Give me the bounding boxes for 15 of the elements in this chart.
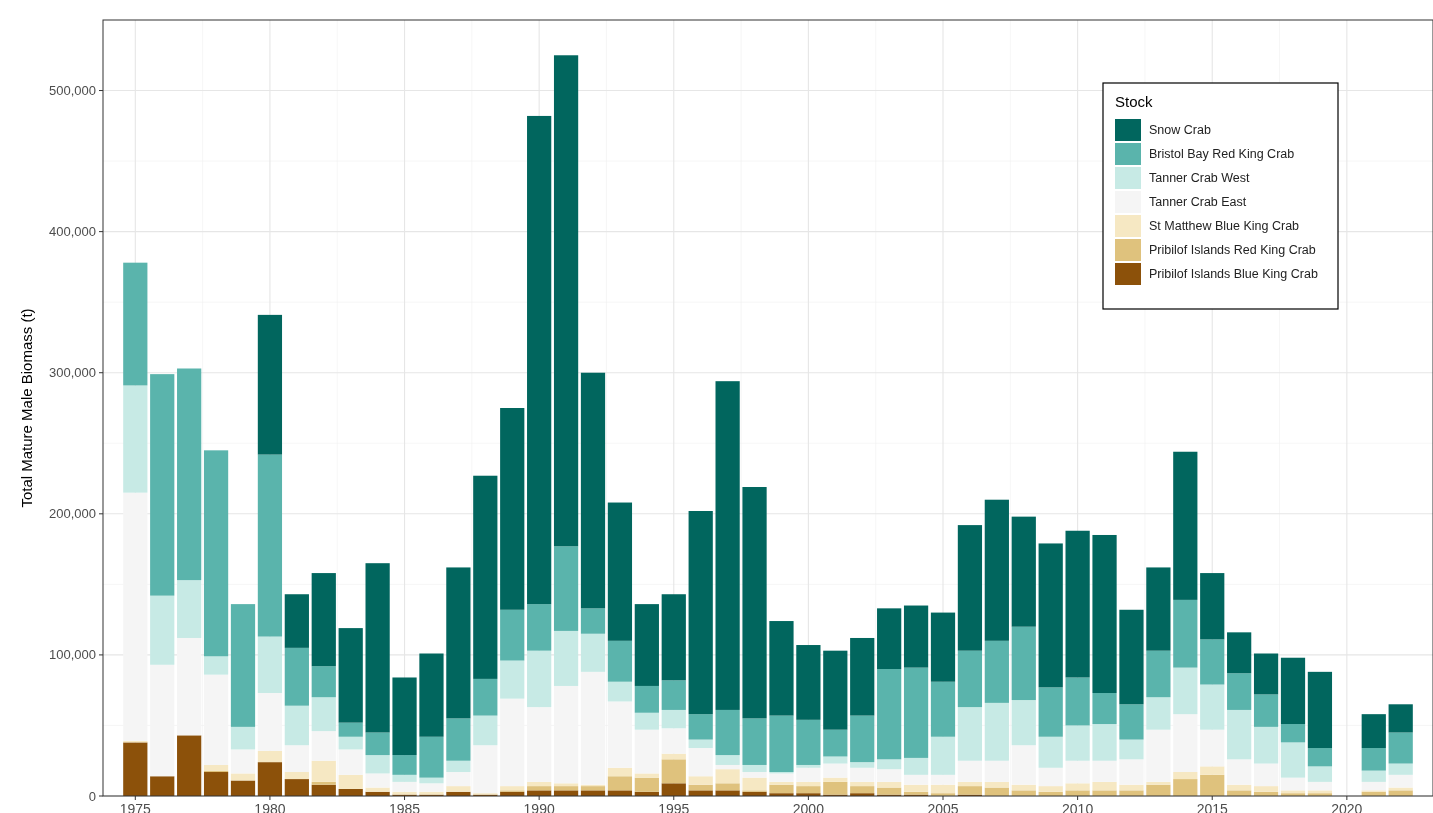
legend-label: Pribilof Islands Red King Crab [1149, 243, 1316, 258]
legend-title: Stock [1115, 93, 1154, 110]
y-tick-label: 500,000 [49, 83, 96, 99]
legend-label: Tanner Crab West [1149, 171, 1251, 186]
y-tick-label: 300,000 [49, 365, 96, 381]
y-axis-title: Total Mature Male Biomass (t) [18, 308, 35, 508]
legend-label: Bristol Bay Red King Crab [1149, 147, 1295, 162]
y-tick-label: 100,000 [49, 647, 96, 663]
y-tick-label: 200,000 [49, 506, 96, 522]
legend-label: Pribilof Islands Blue King Crab [1149, 267, 1318, 282]
legend-label: St Matthew Blue King Crab [1149, 219, 1300, 234]
legend-label: Snow Crab [1149, 123, 1211, 138]
y-tick-label: 0 [88, 788, 96, 804]
y-tick-label: 400,000 [49, 224, 96, 240]
legend-label: Tanner Crab East [1149, 195, 1247, 210]
